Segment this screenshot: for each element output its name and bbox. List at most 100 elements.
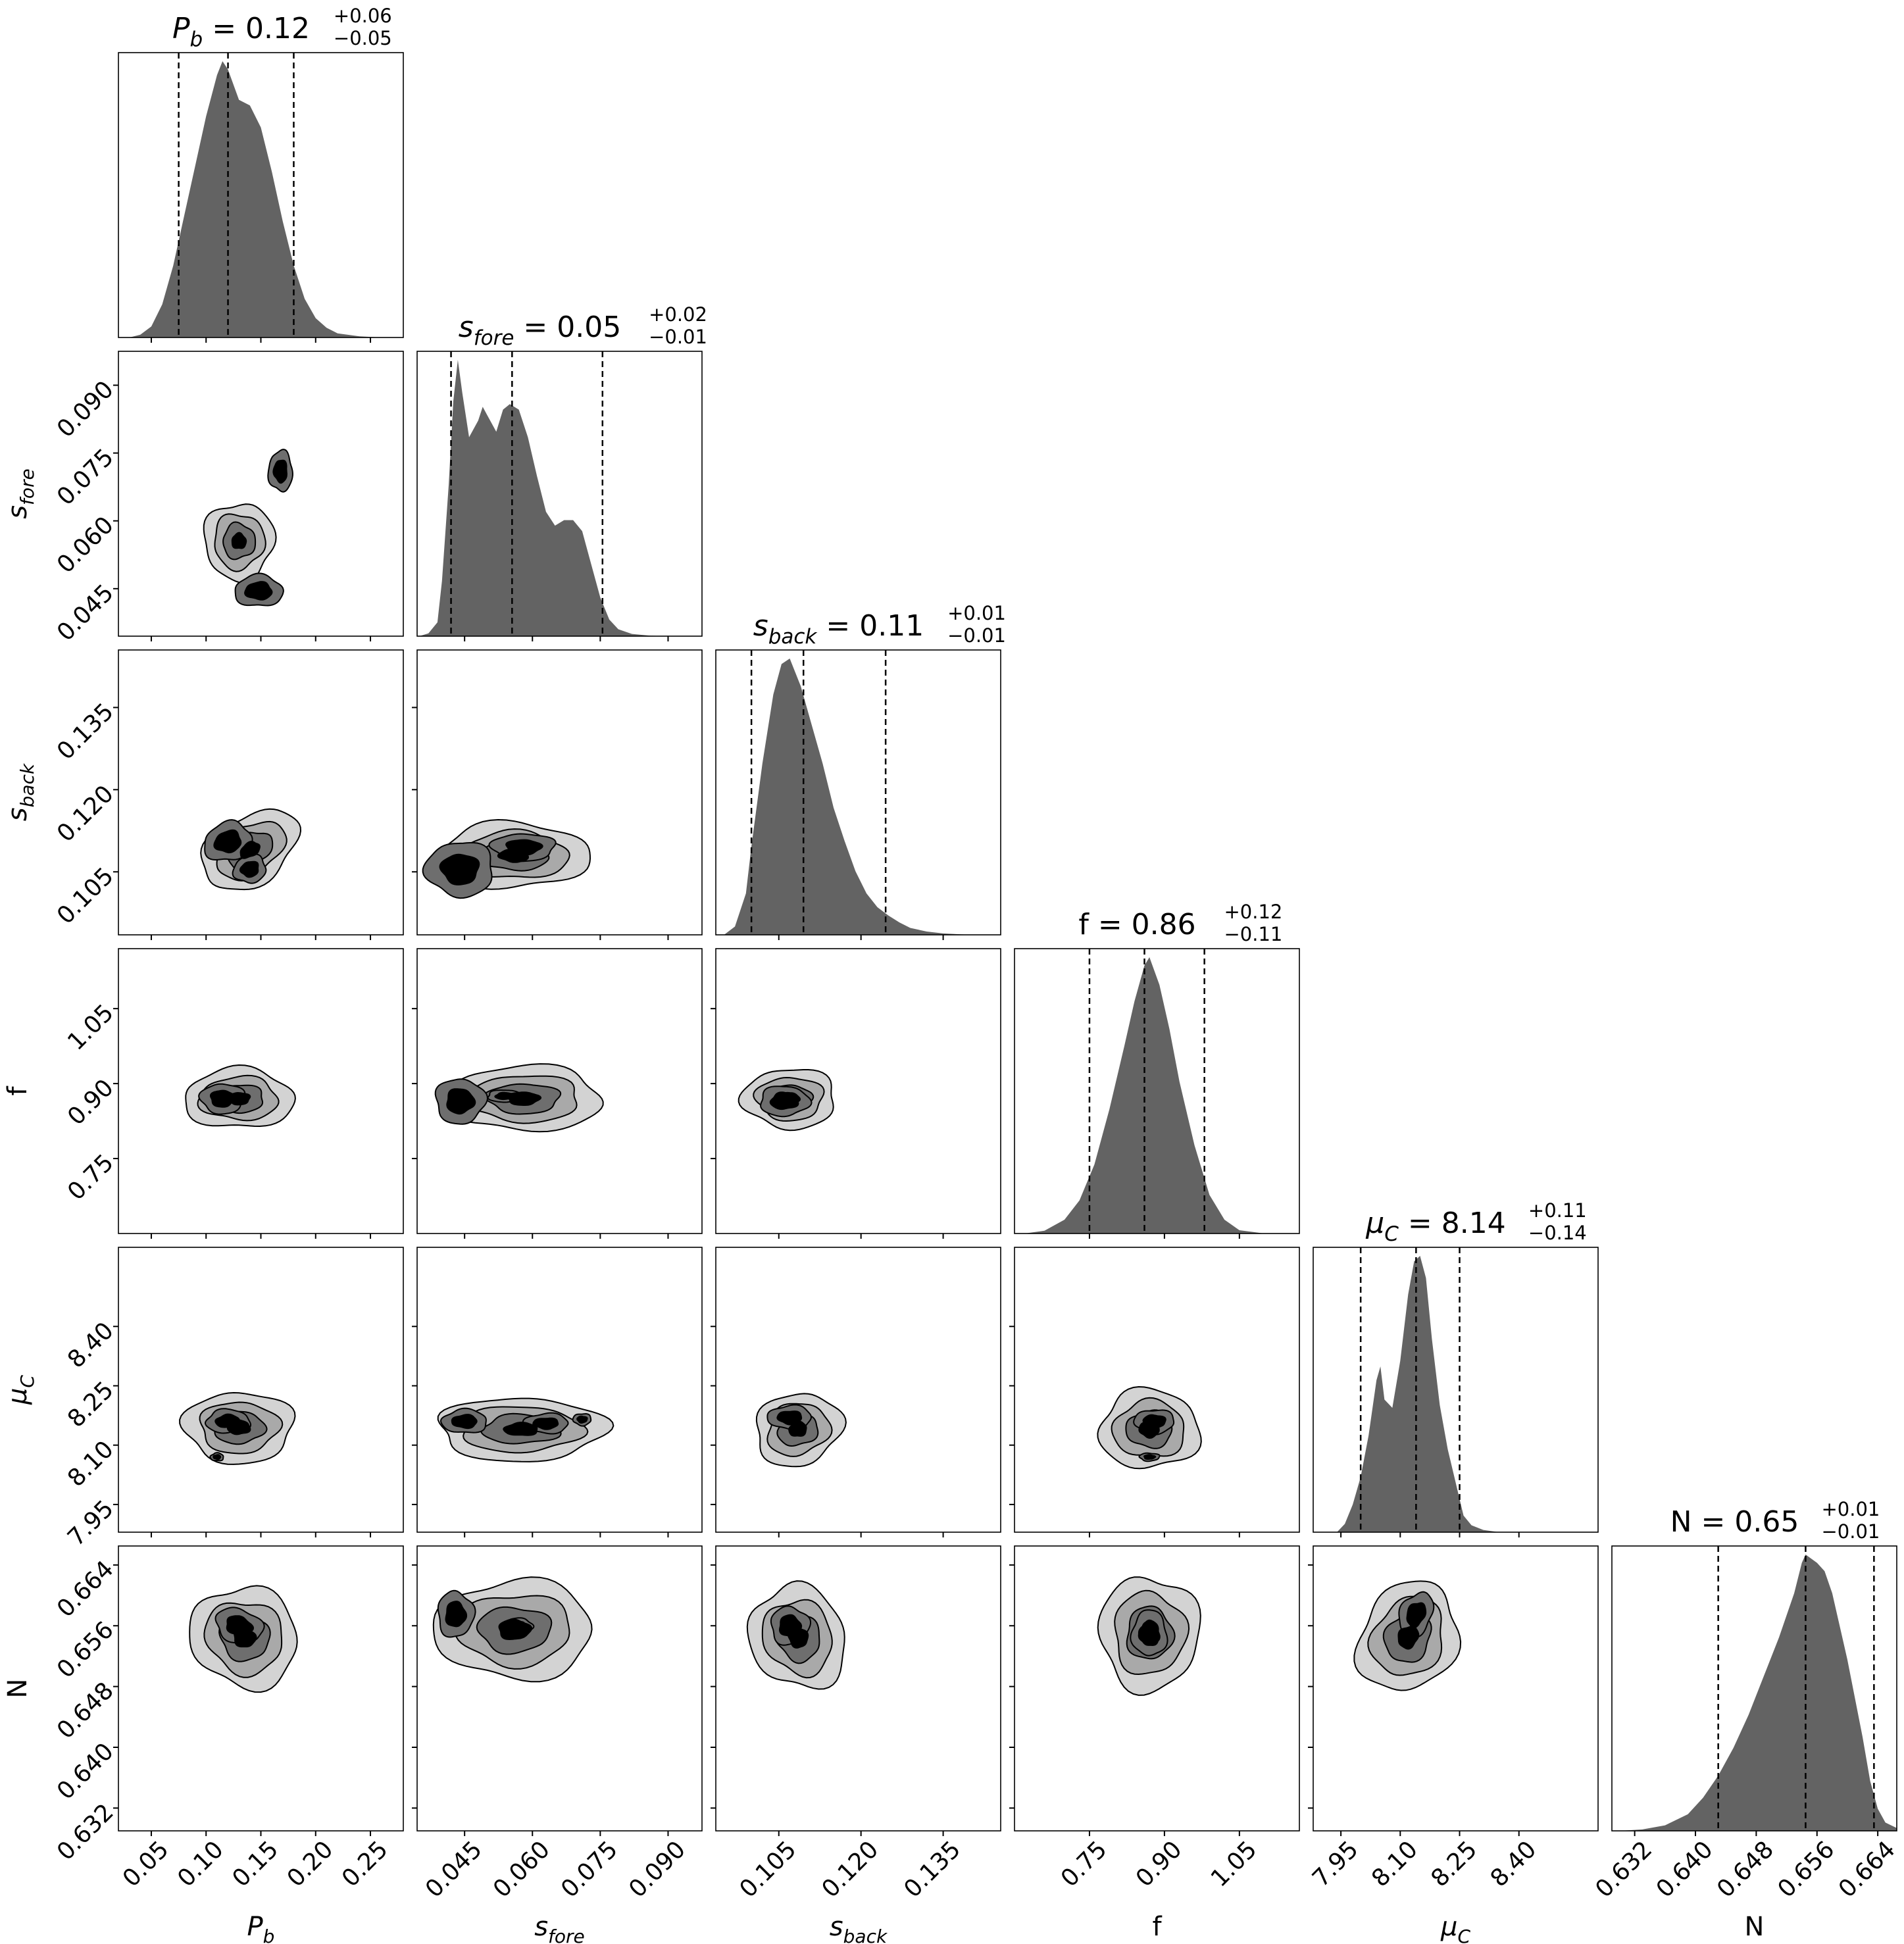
contour-panel-Pb-muC	[118, 1247, 404, 1533]
title-sback: sback = 0.11	[753, 609, 924, 649]
contour-panel-sback-f	[715, 948, 1001, 1234]
contour-level-4	[244, 581, 273, 601]
y-tick-label-muC: 8.10	[63, 1436, 119, 1493]
contour-level-4	[532, 1417, 559, 1430]
contour-level-4	[1138, 1619, 1159, 1647]
panel-frame	[715, 649, 1001, 935]
y-axis-label-f: f	[3, 1086, 33, 1096]
x-tick-label-muC: 8.10	[1366, 1836, 1423, 1893]
hist-panel-sback: sback = 0.11 +0.01−0.01	[715, 602, 1006, 935]
title-f: f = 0.86	[1078, 908, 1195, 941]
title-plus-muC: +0.11	[1528, 1199, 1587, 1222]
contour-level-4	[778, 1614, 803, 1637]
panel-frame	[715, 1545, 1001, 1832]
y-tick-label-N: 0.632	[52, 1799, 119, 1866]
contour-level-4	[213, 829, 242, 854]
contour-panel-sfore-sback	[416, 649, 703, 935]
y-tick-label-muC: 7.95	[63, 1495, 119, 1552]
panel-frame	[1014, 1545, 1300, 1832]
contour-level-4	[1406, 1602, 1427, 1629]
contour-level-4	[505, 839, 543, 856]
title-minus-f: −0.11	[1224, 923, 1283, 945]
contour-panel-sback-muC	[715, 1247, 1001, 1533]
contour-level-4	[576, 1415, 588, 1424]
contour-level-4	[446, 1088, 476, 1115]
contour-panel-f-muC	[1014, 1247, 1300, 1533]
y-tick-label-sfore: 0.045	[52, 580, 119, 647]
x-tick-label-muC: 8.25	[1426, 1836, 1482, 1893]
y-tick-label-sback: 0.135	[52, 698, 119, 765]
title-plus-f: +0.12	[1224, 901, 1283, 923]
y-tick-label-sback: 0.105	[52, 862, 119, 930]
x-axis-label-muC: μC	[1440, 1912, 1470, 1944]
title-plus-sfore: +0.02	[649, 303, 707, 326]
title-minus-Pb: −0.05	[334, 27, 392, 49]
x-tick-label-N: 0.664	[1834, 1836, 1901, 1903]
panel-frame	[416, 649, 703, 935]
panel-frame	[416, 1545, 703, 1832]
contour-level-4	[239, 860, 259, 878]
y-tick-label-f: 0.90	[63, 1074, 119, 1131]
contour-panel-Pb-N	[118, 1545, 404, 1832]
x-axis-label-N: N	[1745, 1912, 1765, 1942]
x-tick-label-Pb: 0.20	[282, 1836, 339, 1893]
contour-level-4	[239, 840, 261, 859]
y-tick-label-muC: 8.40	[63, 1317, 119, 1374]
hist-area-Pb	[129, 61, 382, 337]
x-tick-label-Pb: 0.25	[337, 1836, 393, 1893]
panel-frame	[715, 948, 1001, 1234]
x-axis-label-f: f	[1152, 1912, 1162, 1942]
panel-frame	[1611, 1545, 1897, 1832]
panel-frame	[1014, 948, 1300, 1234]
contour-level-4	[776, 1410, 803, 1426]
contour-panel-Pb-sback	[118, 649, 404, 935]
panel-frame	[416, 351, 703, 637]
x-tick-label-sback: 0.105	[735, 1836, 802, 1903]
panel-frame	[118, 649, 404, 935]
y-tick-label-N: 0.648	[52, 1677, 119, 1744]
hist-panel-muC: μC = 8.14 +0.11−0.14	[1313, 1199, 1599, 1533]
contour-level-4	[1142, 1414, 1166, 1430]
hist-area-sfore	[419, 360, 668, 636]
x-axis-label-sfore: sfore	[534, 1912, 585, 1944]
contour-level-4	[231, 532, 247, 549]
x-axis-label-Pb: Pb	[247, 1912, 275, 1944]
panel-frame	[715, 1247, 1001, 1533]
contour-level-4	[494, 1091, 516, 1101]
y-tick-label-sfore: 0.060	[52, 512, 119, 579]
y-axis-label-sback: sback	[3, 762, 38, 821]
y-tick-label-N: 0.664	[52, 1556, 119, 1623]
title-plus-Pb: +0.06	[334, 5, 392, 27]
title-plus-N: +0.01	[1822, 1498, 1880, 1520]
title-minus-N: −0.01	[1822, 1520, 1880, 1543]
x-tick-label-f: 1.05	[1206, 1836, 1263, 1893]
panel-frame	[1014, 1247, 1300, 1533]
x-tick-label-sback: 0.135	[899, 1836, 966, 1903]
contour-level-4	[445, 1601, 468, 1628]
panel-frame	[416, 1247, 703, 1533]
contour-level-4	[788, 1420, 807, 1437]
hist-area-sback	[724, 659, 971, 935]
contour-panel-Pb-sfore	[118, 351, 404, 637]
contour-panel-sback-N	[715, 1545, 1001, 1832]
hist-panel-sfore: sfore = 0.05 +0.02−0.01	[416, 303, 707, 637]
contour-level-4	[210, 1089, 237, 1108]
title-sfore: sfore = 0.05	[459, 311, 621, 350]
hist-area-N	[1619, 1555, 1897, 1831]
x-tick-label-N: 0.632	[1590, 1836, 1657, 1903]
contour-level-4	[503, 1421, 538, 1436]
y-tick-label-N: 0.656	[52, 1616, 119, 1683]
x-tick-label-N: 0.640	[1651, 1836, 1718, 1903]
hist-panel-Pb: Pb = 0.12 +0.06−0.05	[118, 5, 404, 338]
x-tick-label-f: 0.75	[1056, 1836, 1113, 1893]
contour-level-4	[439, 853, 480, 885]
contour-level-4	[451, 1414, 478, 1430]
contour-level-4	[214, 1413, 241, 1428]
panel-frame	[416, 948, 703, 1234]
y-tick-label-N: 0.640	[52, 1738, 119, 1805]
y-tick-label-sfore: 0.090	[52, 376, 119, 443]
title-minus-muC: −0.14	[1528, 1222, 1587, 1244]
contour-level-4	[769, 1091, 799, 1110]
contour-panel-Pb-f	[118, 948, 404, 1234]
